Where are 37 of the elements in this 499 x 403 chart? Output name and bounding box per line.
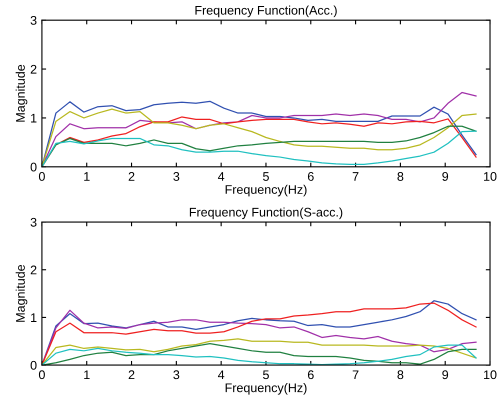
x-tick-label: 1	[84, 370, 90, 380]
y-tick-label: 0	[30, 162, 37, 172]
y-tick-label: 0	[30, 360, 37, 370]
x-tick-label: 7	[352, 172, 358, 181]
y-tick-label: 3	[30, 16, 37, 25]
y-tick-label: 2	[30, 266, 36, 274]
x-tick-label: 5	[262, 172, 269, 181]
y-tick-label: 3	[30, 218, 37, 227]
x-tick-label: 10	[484, 172, 496, 181]
x-tick-label: 9	[442, 172, 448, 181]
x-tick-label: 8	[397, 370, 404, 380]
x-tick-label: 2	[128, 172, 134, 181]
x-tick-label: 5	[262, 370, 269, 380]
x-tick-label: 4	[218, 370, 224, 380]
x-tick-label: 3	[173, 370, 180, 380]
x-tick-label: 4	[218, 172, 224, 181]
x-tick-label: 10	[484, 370, 496, 380]
x-tick-label: 0	[38, 370, 45, 380]
x-tick-label: 8	[397, 172, 404, 181]
x-tick-label: 6	[308, 370, 314, 380]
y-axis-title: Magnitude	[16, 264, 28, 322]
x-tick-label: 2	[128, 370, 134, 380]
chart-title: Frequency Function(S-acc.)	[190, 207, 342, 220]
y-tick-label: 2	[30, 64, 36, 74]
x-tick-label: 0	[38, 172, 45, 181]
x-tick-label: 7	[352, 370, 358, 380]
y-axis-title: Magnitude	[16, 64, 28, 122]
line-series	[42, 338, 477, 366]
y-tick-label: 1	[31, 114, 36, 122]
x-axis-title: Frequency(Hz)	[226, 383, 307, 395]
x-tick-label: 6	[308, 172, 314, 181]
y-tick-label: 1	[31, 313, 36, 322]
x-tick-label: 1	[84, 172, 90, 181]
x-axis-title: Frequency(Hz)	[226, 184, 307, 196]
x-tick-label: 9	[442, 370, 448, 380]
chart-title: Frequency Function(Acc.)	[195, 6, 337, 18]
x-tick-label: 3	[173, 172, 180, 181]
